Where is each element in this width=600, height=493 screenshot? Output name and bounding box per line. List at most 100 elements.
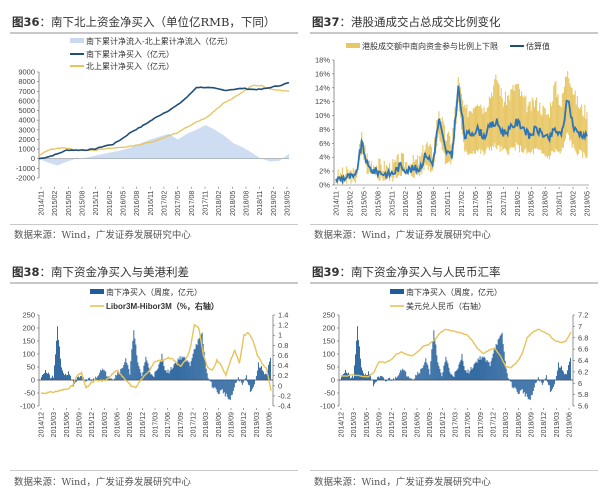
bar (473, 364, 475, 380)
bar (564, 373, 566, 380)
x-tick-label: 2018/11 (557, 191, 564, 216)
bar (552, 380, 554, 387)
x-tick-label: 2017/12 (491, 412, 498, 437)
bar (469, 370, 471, 380)
bar (118, 373, 120, 380)
bar (230, 380, 232, 396)
bar (57, 326, 58, 380)
y2-tick-label: 5.8 (578, 390, 588, 399)
bar (444, 362, 446, 380)
bar (526, 380, 528, 397)
bar (422, 367, 424, 380)
bar (256, 370, 258, 380)
bar (137, 362, 139, 380)
bar (262, 371, 264, 380)
bar (433, 330, 435, 380)
bar (565, 374, 567, 380)
x-tick-label: 2018/12 (241, 412, 248, 437)
x-tick-label: 2017/08 (487, 191, 494, 216)
bar (537, 377, 539, 380)
y-tick-label: 2000 (18, 135, 35, 144)
bar (161, 353, 163, 380)
x-tick-label: 2018/09 (229, 412, 236, 437)
bar (489, 366, 491, 380)
bar (48, 372, 49, 380)
bar (121, 368, 123, 380)
y-tick-label: 8000 (18, 77, 35, 86)
bar (212, 380, 214, 389)
bar (349, 374, 350, 380)
divider (10, 282, 298, 284)
bar (125, 358, 127, 380)
bar (388, 378, 390, 380)
bar (522, 380, 524, 394)
x-tick-label: 2016/02 (107, 191, 114, 216)
bar (265, 374, 267, 380)
bar (52, 375, 53, 380)
bar (96, 377, 98, 380)
bar (445, 356, 447, 380)
x-tick-label: 2016/11 (445, 191, 452, 216)
bar (192, 353, 194, 380)
divider (310, 224, 598, 225)
bar (559, 367, 561, 380)
panel-fig36: 图36：南下北上资金净买入（单位亿RMB，下同） 南下累计净流入-北上累计净流入… (2, 0, 298, 241)
bar (45, 370, 46, 380)
y-tick-label: 0 (31, 154, 35, 163)
bar (357, 326, 358, 380)
bar (249, 380, 251, 393)
bar (426, 362, 428, 380)
bar (459, 361, 461, 380)
legend-label: 北上累计净买入（亿元） (86, 61, 174, 71)
bar (245, 375, 247, 380)
bar (375, 380, 377, 383)
bar (103, 370, 105, 380)
bar (166, 372, 168, 380)
bar (242, 380, 244, 383)
legend-swatch-area (70, 38, 84, 43)
bar (53, 377, 54, 380)
bar (158, 364, 160, 380)
chart-title: 图36：南下北上资金净买入（单位亿RMB，下同） (12, 15, 276, 29)
bar (260, 366, 262, 380)
y2-tick-label: 0.6 (278, 351, 288, 360)
bar (462, 360, 464, 380)
bar (198, 338, 200, 380)
bar (519, 380, 521, 391)
bar (536, 380, 538, 381)
bar (221, 380, 223, 390)
bar (419, 373, 421, 380)
bar (264, 373, 266, 380)
bar (478, 359, 480, 380)
bar (415, 374, 417, 380)
bar (556, 370, 558, 380)
bar (79, 377, 81, 380)
bar (56, 340, 57, 380)
x-tick-label: 2018/06 (516, 412, 523, 437)
bar (149, 372, 151, 380)
x-tick-label: 2017/02 (459, 191, 466, 216)
x-tick-label: 2017/09 (178, 412, 185, 437)
y-tick-label: -100 (320, 402, 335, 411)
bar (80, 375, 82, 380)
bar (130, 361, 132, 380)
x-tick-label: 2015/11 (93, 191, 100, 216)
chart-title: 图39：南下资金净买入与人民币汇率 (312, 265, 501, 279)
bar (425, 358, 427, 380)
bar (431, 349, 433, 380)
bar (420, 368, 422, 380)
bar (403, 370, 405, 380)
bar (482, 357, 484, 380)
bar (449, 372, 451, 380)
x-tick-label: 2014/12 (339, 412, 346, 437)
bar (548, 380, 550, 386)
bar (495, 344, 497, 380)
bar (135, 344, 137, 380)
x-tick-label: 2016/05 (121, 191, 128, 216)
bar (438, 365, 440, 380)
x-tick-label: 2019/05 (585, 191, 592, 216)
bar (547, 380, 549, 385)
x-tick-label: 2019/03 (254, 412, 261, 437)
bar (90, 380, 92, 381)
bar (410, 378, 412, 380)
